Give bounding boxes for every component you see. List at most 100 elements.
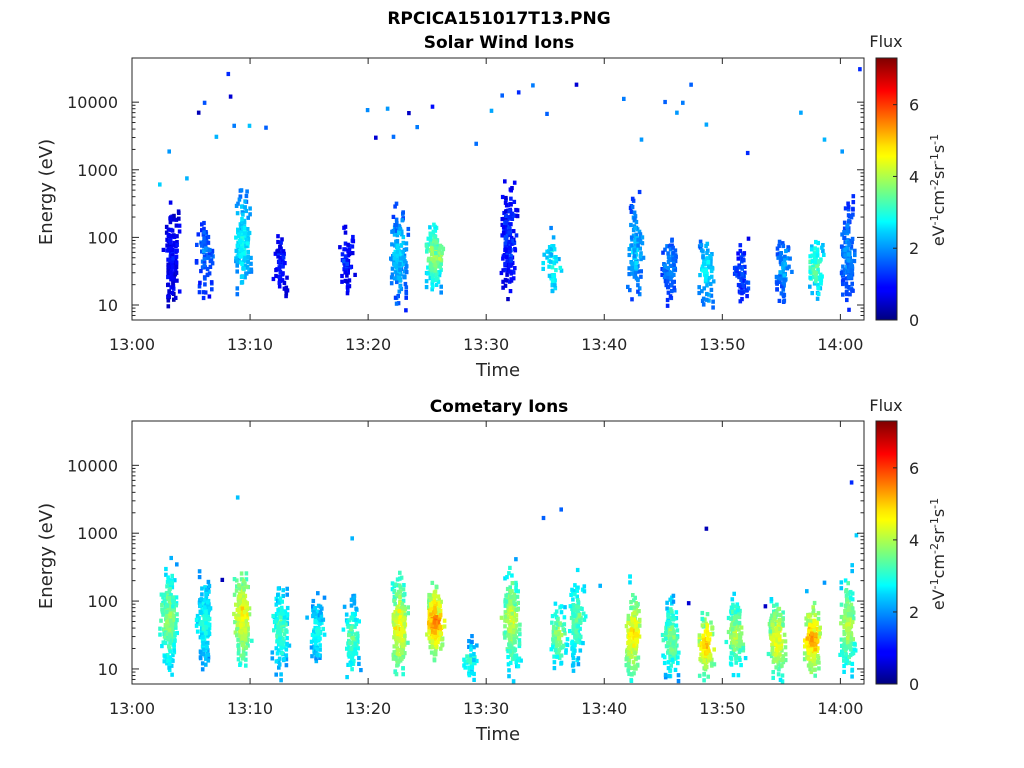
spectrogram-cell [631, 660, 636, 665]
spectrogram-cell [320, 620, 324, 625]
spectrogram-cell [560, 623, 564, 628]
spectrogram-cell [242, 579, 246, 584]
spectrogram-cell [202, 220, 206, 226]
spectrogram-cell [545, 255, 549, 260]
spectrogram-cell [202, 617, 207, 622]
spectrogram-cell [285, 605, 290, 611]
spectrogram-cell [709, 620, 713, 625]
spectrogram-cell [284, 285, 289, 290]
spectrogram-cell [441, 246, 445, 251]
spectrogram-cell [705, 612, 710, 617]
spectrogram-cell [175, 240, 179, 245]
spectrogram-cell [630, 265, 634, 270]
spectrogram-cell [233, 630, 238, 635]
spectrogram-cell [852, 641, 857, 646]
spectrogram-cell [662, 267, 666, 272]
spectrogram-cell [430, 580, 435, 585]
spectrogram-cell [311, 598, 316, 604]
spectrogram-cell [846, 213, 851, 218]
spectrogram-cell [571, 653, 575, 658]
spectrogram-cell [839, 580, 844, 585]
spectrogram-cell [244, 193, 249, 199]
spectrogram-cell [816, 259, 821, 264]
spectrogram-cell [849, 244, 854, 249]
spectrogram-cell [565, 637, 570, 642]
spectrogram-cell [234, 588, 239, 593]
spectrogram-cell [668, 650, 673, 655]
spectrogram-cell [433, 652, 438, 657]
spectrogram-cell [815, 639, 820, 644]
spectrogram-cell [277, 284, 282, 289]
spectrogram-cell [806, 650, 811, 655]
spectrogram-cell [848, 653, 853, 658]
spectrogram-cell [347, 645, 351, 650]
spectrogram-cell [506, 632, 510, 637]
spectrogram-cell [166, 275, 170, 280]
spectrogram-cell [432, 658, 437, 663]
spectrogram-cell [672, 285, 676, 290]
spectrogram-cell [166, 575, 170, 580]
spectrogram-cell [168, 200, 173, 205]
spectrogram-cell [166, 248, 171, 253]
spectrogram-cell [702, 262, 706, 267]
spectrogram-cell [201, 265, 206, 270]
spectrogram-cell [775, 645, 780, 650]
spectrogram-cell [705, 250, 709, 256]
spectrogram-cell [318, 636, 322, 641]
spectrogram-cell [236, 646, 241, 651]
spectrogram-cell [639, 274, 643, 279]
spectrogram-cell [400, 656, 404, 661]
spectrogram-cell [203, 243, 207, 248]
spectrogram-cell [664, 644, 669, 649]
spectrogram-cell [669, 663, 673, 668]
spectrogram-cell [284, 294, 288, 299]
spectrogram-cell [347, 633, 351, 638]
spectrogram-cell [202, 257, 207, 262]
spectrogram-cell [514, 582, 518, 588]
spectrogram-cell [200, 222, 204, 227]
spectrogram-cell [514, 613, 519, 618]
spectrogram-cell [726, 615, 731, 621]
spectrogram-cell [504, 203, 509, 208]
spectrogram-point [686, 601, 691, 606]
spectrogram-cell [440, 643, 444, 648]
spectrogram-cell [166, 637, 171, 642]
spectrogram-cell [732, 630, 736, 635]
spectrogram-cell [277, 656, 282, 661]
spectrogram-cell [240, 217, 244, 222]
spectrogram-cell [350, 640, 354, 645]
spectrogram-cell [572, 608, 577, 613]
spectrogram-cell [666, 612, 670, 617]
spectrogram-cell [404, 266, 408, 271]
spectrogram-cell [813, 252, 817, 257]
spectrogram-cell [284, 657, 289, 662]
spectrogram-cell [238, 254, 243, 259]
spectrogram-cell [430, 622, 435, 628]
spectrogram-cell [241, 648, 246, 653]
spectrogram-cell [667, 257, 671, 262]
spectrogram-cell [200, 661, 205, 666]
spectrogram-cell [204, 246, 208, 251]
x-tick-label: 13:40 [581, 335, 627, 354]
spectrogram-cell [849, 632, 854, 637]
spectrogram-cell [503, 235, 508, 240]
spectrogram-cell [845, 658, 850, 664]
spectrogram-cell [578, 648, 583, 653]
spectrogram-cell [633, 651, 637, 656]
spectrogram-cell [707, 655, 711, 660]
spectrogram-cell [670, 254, 675, 259]
spectrogram-cell [698, 239, 703, 244]
spectrogram-cell [436, 279, 441, 284]
spectrogram-cell [734, 634, 739, 639]
spectrogram-cell [401, 249, 405, 254]
spectrogram-cell [429, 650, 434, 655]
spectrogram-cell [248, 206, 252, 211]
spectrogram-cell [705, 241, 710, 246]
spectrogram-cell [553, 630, 558, 635]
spectrogram-cell [248, 212, 252, 217]
spectrogram-cell [163, 654, 167, 659]
spectrogram-cell [808, 275, 812, 280]
spectrogram-cell [282, 639, 286, 644]
spectrogram-cell [630, 261, 634, 266]
spectrogram-cell [669, 271, 673, 276]
